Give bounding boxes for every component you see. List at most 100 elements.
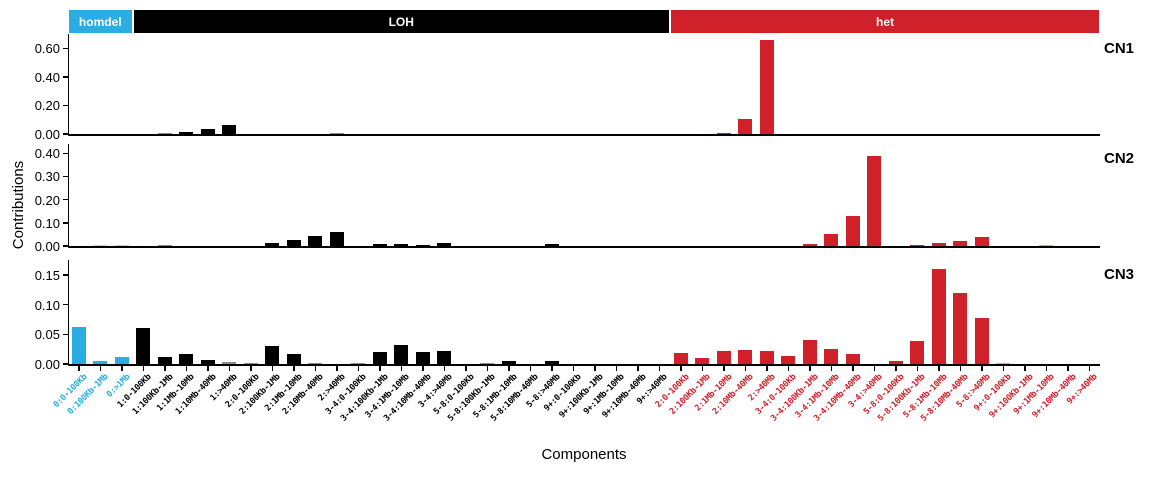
x-tick: [1067, 366, 1069, 371]
y-tick-label: 0.10: [34, 297, 60, 313]
bar-CN3-5-8:100Kb-1Mb: [480, 363, 495, 364]
x-tick: [594, 366, 596, 371]
bar-CN3-1:10Mb-40Mb: [200, 360, 215, 364]
x-tick: [529, 366, 531, 371]
x-tick: [99, 366, 101, 371]
y-tick-label: 0.60: [34, 41, 60, 57]
bar-CN1-2:>40Mb: [329, 133, 344, 134]
bar-CN3-1:0-100Kb: [136, 328, 151, 364]
x-tick: [680, 366, 682, 371]
x-tick: [508, 366, 510, 371]
y-tick-label: 0.00: [34, 127, 60, 142]
bar-CN2-3-4:100Kb-1Mb: [372, 244, 387, 246]
bar-CN1-1:100Kb-1Mb: [157, 133, 172, 134]
bar-CN2-3-4:>40Mb: [437, 243, 452, 246]
x-tick: [314, 366, 316, 371]
group-band-LOH: LOH: [133, 10, 669, 33]
bar-CN3-5-8:1Mb-10Mb: [501, 361, 516, 364]
bar-CN3-3-4:100Kb-1Mb: [372, 352, 387, 364]
x-tick: [895, 366, 897, 371]
y-tick: [63, 222, 68, 224]
x-tick: [916, 366, 918, 371]
bar-CN3-5-8:100Kb-1Mb: [910, 341, 925, 364]
panel-label-CN2: CN2: [1104, 150, 1135, 167]
y-tick: [63, 303, 68, 306]
y-tick-label: 0.20: [34, 192, 60, 208]
bar-CN2-3-4:1Mb-10Mb: [824, 234, 839, 246]
panel-CN3: [68, 260, 1100, 366]
bar-CN3-2:>40Mb: [759, 351, 774, 364]
x-tick: [981, 366, 983, 371]
y-tick: [63, 333, 68, 336]
bar-CN3-3-4:0-100Kb: [351, 363, 366, 364]
bar-CN2-5-8:100Kb-1Mb: [910, 245, 925, 246]
y-tick: [63, 198, 68, 201]
x-tick: [572, 366, 574, 371]
x-tick: [615, 366, 617, 371]
bar-CN3-5-8:>40Mb: [974, 318, 989, 364]
x-tick: [185, 366, 187, 371]
bar-CN3-2:1Mb-10Mb: [286, 354, 301, 364]
y-tick: [63, 76, 68, 78]
x-tick: [938, 366, 940, 371]
x-tick: [1045, 366, 1047, 371]
bar-CN3-2:10Mb-40Mb: [308, 363, 323, 364]
bar-CN3-2:1Mb-10Mb: [716, 351, 731, 364]
bar-CN3-5-8:0-100Kb: [888, 361, 903, 364]
bar-CN3-3-4:10Mb-40Mb: [845, 354, 860, 364]
y-tick: [63, 133, 68, 135]
bar-CN1-2:>40Mb: [759, 40, 774, 134]
y-tick-label: 0.00: [34, 239, 60, 254]
x-tick: [121, 366, 123, 371]
bar-CN3-3-4:100Kb-1Mb: [802, 340, 817, 364]
bar-CN2-3-4:100Kb-1Mb: [802, 244, 817, 246]
bar-CN2-2:100Kb-1Mb: [265, 243, 280, 246]
bar-CN2-3-4:1Mb-10Mb: [394, 244, 409, 246]
bar-CN2-0:>1Mb: [114, 245, 129, 246]
x-tick: [766, 366, 768, 371]
bar-CN2-0:100Kb-1Mb: [93, 245, 108, 246]
y-tick: [63, 104, 68, 107]
x-tick: [637, 366, 639, 371]
bar-CN1-1:1Mb-10Mb: [179, 132, 194, 134]
y-tick: [63, 152, 68, 155]
bar-CN3-0:>1Mb: [114, 357, 129, 364]
x-tick: [293, 366, 295, 371]
y-tick-label: 0.20: [34, 98, 60, 114]
bar-CN1-1:10Mb-40Mb: [200, 129, 215, 134]
x-tick: [959, 366, 961, 371]
panel-label-CN1: CN1: [1104, 40, 1135, 57]
bar-CN3-0:0-100Kb: [71, 327, 86, 364]
x-tick: [164, 366, 166, 371]
bar-CN3-2:100Kb-1Mb: [695, 358, 710, 364]
bar-CN1-1:>40Mb: [222, 125, 237, 134]
x-tick: [658, 366, 660, 371]
bar-CN3-3-4:>40Mb: [437, 351, 452, 364]
x-tick: [228, 366, 230, 371]
x-tick: [787, 366, 789, 371]
bar-CN3-1:100Kb-1Mb: [157, 357, 172, 364]
bar-CN2-5-8:10Mb-40Mb: [953, 241, 968, 246]
bar-CN3-3-4:1Mb-10Mb: [394, 345, 409, 364]
bar-CN3-2:100Kb-1Mb: [265, 346, 280, 364]
x-tick: [142, 366, 144, 371]
group-band-homdel: homdel: [69, 10, 132, 33]
bar-CN3-0:100Kb-1Mb: [93, 361, 108, 364]
bar-CN2-9+:1Mb-10Mb: [1039, 245, 1054, 246]
x-tick: [78, 366, 80, 371]
bar-CN2-2:1Mb-10Mb: [286, 240, 301, 246]
y-tick: [63, 245, 68, 247]
bar-CN1-2:1Mb-10Mb: [716, 133, 731, 134]
bar-CN1-2:10Mb-40Mb: [738, 119, 753, 134]
bar-CN2-2:>40Mb: [329, 232, 344, 246]
y-tick-label: 0.40: [34, 69, 60, 85]
x-tick: [852, 366, 854, 371]
y-tick: [63, 274, 68, 276]
bar-CN3-2:10Mb-40Mb: [738, 350, 753, 364]
bar-CN2-5-8:>40Mb: [544, 244, 559, 246]
y-tick: [63, 47, 68, 50]
bar-CN3-3-4:1Mb-10Mb: [824, 349, 839, 364]
x-tick: [873, 366, 875, 371]
bar-CN3-3-4:0-100Kb: [781, 356, 796, 364]
